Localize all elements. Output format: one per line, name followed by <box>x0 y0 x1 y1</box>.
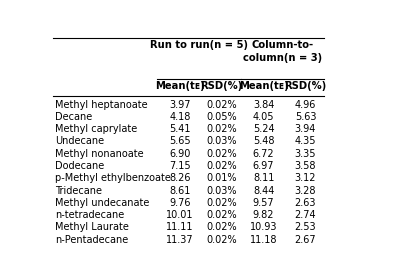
Text: 5.63: 5.63 <box>295 112 316 122</box>
Text: 4.05: 4.05 <box>253 112 274 122</box>
Text: 0.02%: 0.02% <box>206 210 237 220</box>
Text: 8.61: 8.61 <box>169 186 190 196</box>
Text: 0.01%: 0.01% <box>206 173 237 183</box>
Text: Methyl undecanate: Methyl undecanate <box>55 198 149 208</box>
Text: 3.12: 3.12 <box>295 173 316 183</box>
Text: Run to run(n = 5): Run to run(n = 5) <box>150 40 248 50</box>
Text: 0.02%: 0.02% <box>206 198 237 208</box>
Text: 10.93: 10.93 <box>250 222 277 232</box>
Text: 0.03%: 0.03% <box>206 136 237 146</box>
Text: 0.02%: 0.02% <box>206 235 237 245</box>
Text: 7.15: 7.15 <box>169 161 191 171</box>
Text: 0.02%: 0.02% <box>206 124 237 134</box>
Text: 3.84: 3.84 <box>253 99 274 110</box>
Text: 4.96: 4.96 <box>295 99 316 110</box>
Text: Mean(tᴇ): Mean(tᴇ) <box>155 81 205 91</box>
Text: n-Pentadecane: n-Pentadecane <box>55 235 128 245</box>
Text: 5.65: 5.65 <box>169 136 191 146</box>
Text: 0.03%: 0.03% <box>206 186 237 196</box>
Text: 9.76: 9.76 <box>169 198 191 208</box>
Text: 8.11: 8.11 <box>253 173 274 183</box>
Text: 3.97: 3.97 <box>169 99 191 110</box>
Text: 5.48: 5.48 <box>253 136 274 146</box>
Text: Tridecane: Tridecane <box>55 186 102 196</box>
Text: Column-to-
column(n = 3): Column-to- column(n = 3) <box>243 40 322 63</box>
Text: 11.11: 11.11 <box>166 222 194 232</box>
Text: 0.02%: 0.02% <box>206 99 237 110</box>
Text: 3.28: 3.28 <box>295 186 316 196</box>
Text: 2.74: 2.74 <box>295 210 316 220</box>
Text: 8.26: 8.26 <box>169 173 191 183</box>
Text: Methyl heptanoate: Methyl heptanoate <box>55 99 147 110</box>
Text: 0.02%: 0.02% <box>206 222 237 232</box>
Text: 3.35: 3.35 <box>295 149 316 159</box>
Text: Methyl Laurate: Methyl Laurate <box>55 222 128 232</box>
Text: 6.90: 6.90 <box>169 149 190 159</box>
Text: Methyl caprylate: Methyl caprylate <box>55 124 137 134</box>
Text: 9.82: 9.82 <box>253 210 274 220</box>
Text: 6.72: 6.72 <box>253 149 274 159</box>
Text: 2.53: 2.53 <box>295 222 316 232</box>
Text: 0.02%: 0.02% <box>206 161 237 171</box>
Text: 4.18: 4.18 <box>169 112 190 122</box>
Text: 0.02%: 0.02% <box>206 149 237 159</box>
Text: 4.35: 4.35 <box>295 136 316 146</box>
Text: 6.97: 6.97 <box>253 161 274 171</box>
Text: Decane: Decane <box>55 112 92 122</box>
Text: 2.67: 2.67 <box>295 235 316 245</box>
Text: 5.41: 5.41 <box>169 124 191 134</box>
Text: 5.24: 5.24 <box>253 124 274 134</box>
Text: n-tetradecane: n-tetradecane <box>55 210 124 220</box>
Text: Mean(tᴇ): Mean(tᴇ) <box>239 81 288 91</box>
Text: p-Methyl ethylbenzoate: p-Methyl ethylbenzoate <box>55 173 170 183</box>
Text: 8.44: 8.44 <box>253 186 274 196</box>
Text: Undecane: Undecane <box>55 136 104 146</box>
Text: 9.57: 9.57 <box>253 198 274 208</box>
Text: 11.18: 11.18 <box>250 235 277 245</box>
Text: Methyl nonanoate: Methyl nonanoate <box>55 149 143 159</box>
Text: 3.58: 3.58 <box>295 161 316 171</box>
Text: Dodecane: Dodecane <box>55 161 104 171</box>
Text: 2.63: 2.63 <box>295 198 316 208</box>
Text: RSD(%): RSD(%) <box>284 81 326 91</box>
Text: 10.01: 10.01 <box>166 210 194 220</box>
Text: 11.37: 11.37 <box>166 235 194 245</box>
Text: 3.94: 3.94 <box>295 124 316 134</box>
Text: 0.05%: 0.05% <box>206 112 237 122</box>
Text: RSD(%): RSD(%) <box>201 81 243 91</box>
